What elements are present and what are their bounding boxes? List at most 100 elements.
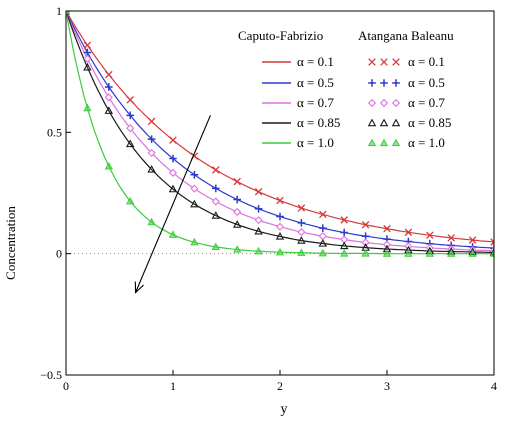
x-tick-label-1: 1 (170, 379, 176, 393)
data-point-ab-9-14 (361, 249, 370, 257)
data-point-ab-5-1 (83, 41, 92, 49)
legend-label-ab-1: α = 0.5 (408, 75, 445, 90)
data-point-ab-7-9 (254, 216, 263, 225)
data-point-ab-9-4 (147, 217, 156, 226)
data-point-ab-6-2 (105, 83, 113, 91)
data-point-ab-8-13 (339, 241, 349, 250)
legend-marker-ab-4-0 (367, 138, 377, 147)
data-point-ab-8-3 (125, 139, 135, 148)
data-point-ab-6-12 (319, 224, 327, 232)
legend-label-ab-4: α = 1.0 (408, 135, 445, 150)
legend-label-ab-2: α = 0.7 (408, 95, 445, 110)
legend-label-cf-1: α = 0.5 (297, 75, 334, 90)
data-point-ab-8-7 (211, 211, 221, 219)
legend-header-atangana-baleanu: Atangana Baleanu (358, 28, 454, 43)
legend-label-cf-0: α = 0.1 (297, 54, 334, 69)
data-point-ab-5-15 (383, 224, 391, 233)
legend-swatch-ab-1 (368, 79, 400, 87)
data-point-ab-9-19 (468, 249, 477, 257)
data-point-ab-8-5 (168, 184, 178, 193)
y-axis-label: Concentration (3, 206, 18, 280)
data-point-ab-7-10 (275, 222, 285, 231)
data-point-ab-7-11 (297, 227, 306, 237)
data-point-ab-7-2 (104, 93, 113, 102)
legend-swatch-ab-2 (367, 98, 401, 108)
data-point-ab-6-11 (297, 219, 306, 227)
data-point-ab-9-18 (447, 249, 456, 257)
data-point-ab-6-10 (276, 212, 284, 221)
data-point-ab-5-20 (490, 238, 494, 246)
legend-marker-ab-2-1 (379, 98, 389, 108)
legend-marker-ab-0-1 (380, 58, 388, 66)
data-point-ab-6-8 (233, 195, 241, 204)
legend-label-ab-3: α = 0.85 (408, 115, 451, 130)
data-point-ab-5-16 (404, 228, 413, 237)
data-point-ab-7-8 (233, 207, 242, 217)
data-point-ab-9-15 (382, 249, 392, 257)
data-point-ab-9-20 (489, 249, 494, 257)
series-markers-ab-6 (66, 11, 494, 252)
data-point-ab-7-5 (168, 168, 178, 177)
data-point-ab-5-8 (233, 177, 241, 186)
x-tick-label-2: 2 (277, 379, 283, 393)
series-markers-ab-5 (66, 11, 494, 246)
x-tick-label-0: 0 (63, 379, 69, 393)
legend-marker-ab-4-1 (379, 138, 389, 147)
legend-marker-ab-2-0 (367, 98, 377, 108)
data-point-ab-6-6 (190, 171, 199, 179)
data-point-ab-9-13 (340, 249, 349, 257)
x-tick-label-4: 4 (491, 379, 497, 393)
data-point-ab-7-7 (211, 197, 220, 206)
data-point-ab-9-16 (404, 249, 413, 257)
data-point-ab-5-17 (426, 231, 434, 239)
legend-label-cf-3: α = 0.85 (297, 115, 340, 130)
data-point-ab-8-2 (104, 106, 114, 114)
legend: Caputo-Fabrizio Atangana Baleanu α = 0.1 α … (238, 28, 454, 150)
data-point-ab-5-9 (254, 188, 263, 196)
legend-marker-ab-3-0 (367, 118, 377, 127)
data-point-ab-6-5 (169, 154, 177, 163)
data-point-ab-9-1 (83, 103, 92, 112)
annotation-arrow-shaft-0 (135, 115, 211, 293)
data-point-ab-9-0 (66, 11, 71, 15)
data-point-ab-7-4 (147, 148, 156, 158)
data-point-ab-8-9 (254, 226, 263, 235)
data-point-ab-5-5 (169, 136, 177, 144)
data-point-ab-9-17 (425, 249, 434, 257)
plot-area (66, 11, 494, 294)
data-point-ab-9-7 (211, 242, 220, 251)
data-point-ab-8-4 (147, 165, 156, 173)
legend-marker-ab-3-1 (379, 118, 389, 127)
data-point-ab-5-2 (105, 70, 113, 79)
legend-label-ab-0: α = 0.1 (408, 54, 445, 69)
x-tick-label-3: 3 (384, 379, 390, 393)
data-point-ab-9-2 (104, 161, 113, 170)
data-point-ab-6-20 (490, 244, 494, 252)
data-point-ab-6-3 (126, 111, 134, 120)
y-tick-label-2: 0 (56, 247, 62, 261)
data-point-ab-8-20 (489, 248, 494, 256)
data-point-ab-5-4 (147, 117, 156, 126)
data-point-ab-8-11 (297, 236, 306, 244)
y-tick-label-1: 0.5 (47, 125, 62, 139)
legend-marker-ab-2-2 (391, 98, 401, 108)
data-point-ab-8-12 (318, 239, 328, 247)
y-tick-label-0: 1 (56, 4, 62, 18)
legend-swatch-ab-4 (367, 138, 401, 147)
data-point-ab-7-3 (126, 124, 135, 133)
data-point-ab-9-6 (190, 237, 199, 246)
legend-label-cf-4: α = 1.0 (297, 135, 334, 150)
data-point-ab-6-9 (254, 204, 263, 213)
series-group (66, 11, 494, 257)
legend-marker-ab-3-2 (391, 118, 401, 127)
data-point-ab-8-10 (275, 232, 285, 240)
data-point-ab-7-6 (190, 184, 199, 193)
data-point-ab-9-12 (318, 248, 327, 257)
data-point-ab-5-19 (468, 236, 477, 244)
data-point-ab-5-18 (447, 234, 455, 242)
series-line-cf-3 (66, 11, 494, 254)
legend-marker-ab-1-1 (380, 79, 388, 87)
y-tick-label-3: −0.5 (40, 368, 62, 382)
